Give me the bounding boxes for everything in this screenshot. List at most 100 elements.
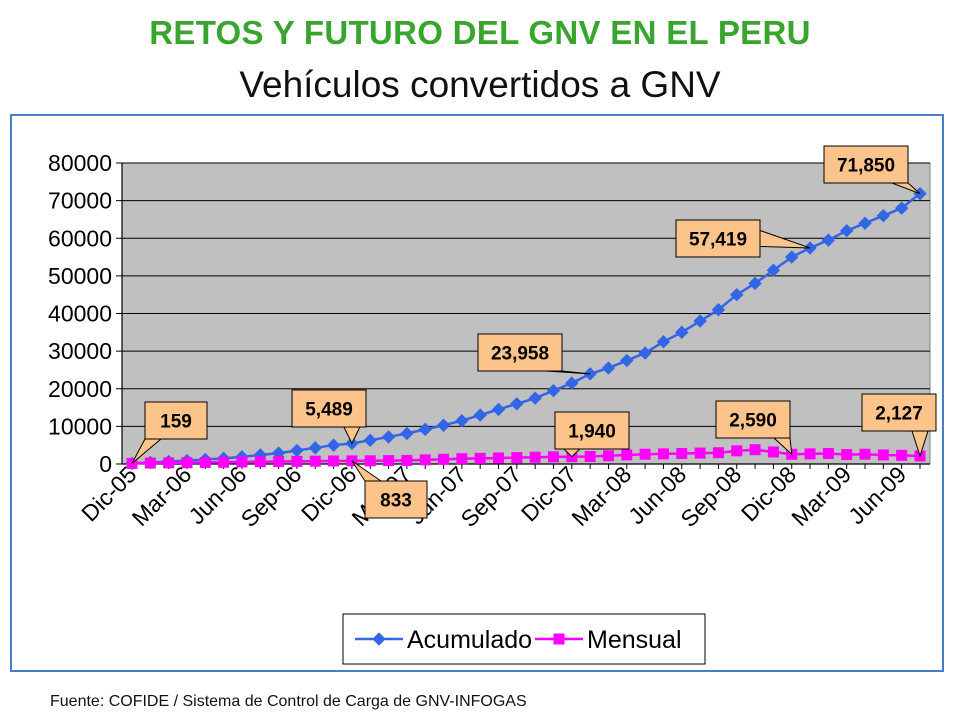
y-tick-label: 80000 (48, 150, 112, 176)
data-point (731, 445, 743, 457)
data-point (309, 455, 321, 467)
data-point (822, 447, 834, 459)
data-point (163, 457, 175, 469)
data-point (529, 451, 541, 463)
data-point (144, 457, 156, 469)
data-point (218, 456, 230, 468)
x-tick-label: Mar-09 (786, 461, 856, 531)
data-point (438, 453, 450, 465)
callout: 159 (131, 401, 208, 464)
data-point (436, 418, 451, 432)
callout-box (144, 401, 208, 440)
data-point (372, 632, 386, 646)
data-point (657, 448, 669, 460)
data-point (419, 454, 431, 466)
data-point (363, 433, 377, 448)
data-point (894, 201, 909, 215)
data-label: 2,590 (729, 411, 777, 432)
data-point (511, 452, 523, 464)
data-point (383, 455, 395, 467)
callout: 71,850 (823, 145, 921, 195)
legend-box (342, 613, 706, 665)
x-tick-label: Sep-06 (236, 461, 307, 532)
data-point (474, 452, 486, 464)
y-tick-label: 60000 (48, 225, 112, 251)
data-point (565, 376, 579, 390)
callout: 833 (351, 460, 428, 519)
data-point (291, 455, 303, 467)
data-point (638, 346, 652, 360)
data-point (804, 448, 816, 460)
callout-box (675, 219, 761, 258)
series-acumulado (125, 186, 927, 471)
page-title: RETOS Y FUTURO DEL GNV EN EL PERU (149, 14, 811, 51)
data-point (876, 208, 891, 223)
data-point (510, 397, 524, 411)
callout-box (291, 389, 367, 428)
data-point (455, 414, 469, 428)
legend-item: Mensual (535, 626, 682, 654)
data-point (675, 325, 689, 340)
data-point (693, 314, 707, 328)
data-point (602, 450, 614, 462)
data-label: 1,940 (568, 422, 616, 443)
data-point (584, 450, 596, 462)
data-label: 23,958 (491, 344, 549, 365)
data-point (528, 391, 542, 405)
data-point (400, 426, 414, 441)
data-point (712, 447, 724, 459)
data-point (821, 233, 836, 247)
data-point (401, 454, 413, 466)
y-tick-label: 30000 (48, 338, 112, 364)
legend-item: Acumulado (355, 626, 532, 654)
callout-box (477, 333, 563, 372)
callout: 5,489 (291, 389, 367, 445)
source-note: Fuente: COFIDE / Sistema de Control de C… (50, 693, 527, 710)
data-label: 2,127 (875, 404, 923, 425)
data-point (839, 224, 854, 238)
data-point (656, 335, 671, 349)
data-point (473, 408, 487, 422)
line-chart: 0 10000 20000 30000 40000 50000 60000 70000 8000… (48, 145, 937, 665)
data-point (767, 446, 779, 458)
data-point (748, 276, 762, 291)
y-tick-label: 10000 (48, 413, 112, 439)
data-point (418, 422, 432, 437)
data-point (381, 430, 396, 444)
data-point (553, 633, 565, 645)
callout: 1,940 (554, 411, 630, 458)
data-label: 159 (160, 412, 192, 433)
y-tick-label: 20000 (48, 376, 112, 402)
legend-label: Acumulado (407, 626, 532, 654)
data-point (601, 361, 616, 375)
data-point (841, 449, 853, 461)
x-tick-label: Mar-06 (127, 461, 197, 531)
data-point (730, 287, 744, 302)
data-point (326, 438, 341, 452)
legend: Acumulado Mensual (342, 613, 706, 665)
callout-box (554, 411, 630, 450)
data-label: 71,850 (837, 156, 895, 177)
legend-label: Mensual (587, 626, 682, 654)
data-point (858, 216, 872, 230)
chart-frame: 0 10000 20000 30000 40000 50000 60000 70000 8000… (10, 114, 944, 672)
data-point (639, 448, 651, 460)
data-point (676, 447, 688, 459)
callout-box (823, 145, 909, 184)
data-point (694, 447, 706, 459)
page-subtitle: Vehículos convertidos a GNV (239, 64, 721, 105)
callout: 57,419 (675, 219, 811, 258)
data-point (456, 453, 468, 465)
data-point (491, 402, 506, 417)
data-point (749, 444, 761, 456)
data-point (859, 448, 871, 460)
data-point (785, 250, 799, 264)
data-point (254, 456, 266, 468)
data-point (766, 263, 781, 277)
callout-box (715, 400, 791, 439)
data-point (181, 457, 193, 469)
data-point (711, 303, 726, 317)
data-label: 57,419 (689, 230, 747, 251)
y-tick-label: 70000 (48, 188, 112, 214)
y-tick-label: 0 (99, 451, 112, 477)
